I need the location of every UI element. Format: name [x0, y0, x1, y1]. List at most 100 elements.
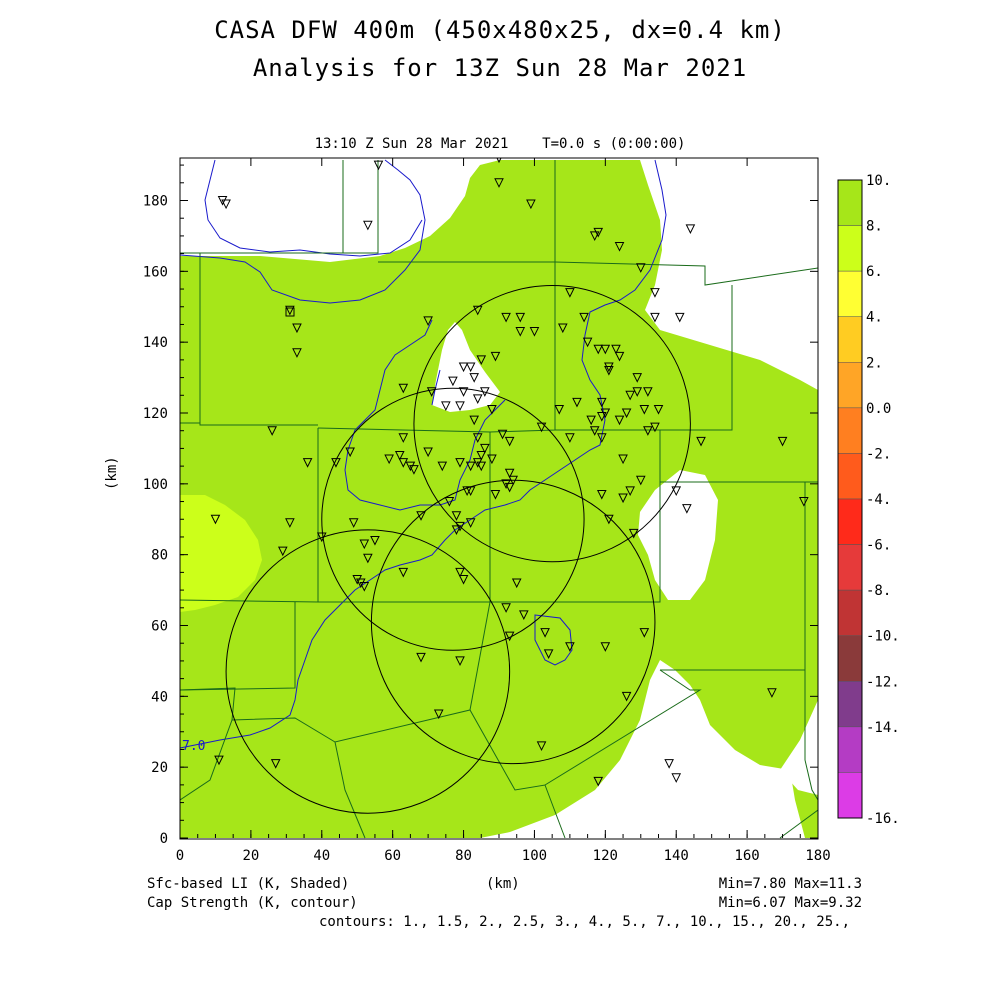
radar-ring-3 — [370, 479, 656, 765]
station-marker — [632, 373, 643, 383]
station-marker — [639, 628, 650, 638]
station-marker — [487, 454, 497, 465]
station-marker — [472, 433, 483, 443]
y-axis-label: (km) — [104, 456, 120, 490]
site-square-marker — [285, 307, 295, 317]
radar-ring-1 — [413, 285, 691, 563]
station-marker — [653, 404, 664, 415]
station-marker — [650, 422, 660, 433]
station-marker — [480, 387, 490, 397]
colorbar-swatch — [837, 635, 863, 682]
station-marker — [515, 327, 526, 337]
station-marker — [302, 458, 313, 468]
y-tick-label: 160 — [143, 264, 168, 280]
station-marker — [267, 426, 277, 436]
y-tick-label: 60 — [151, 619, 168, 635]
radar-rings — [225, 285, 691, 814]
station-marker — [423, 316, 433, 327]
cap-contour-south-loop — [534, 614, 573, 666]
contour-label-7: 7.0 — [182, 739, 205, 754]
station-marker — [270, 759, 281, 769]
station-marker — [451, 525, 462, 535]
x-tick-label: 40 — [313, 848, 330, 864]
station-marker — [458, 387, 469, 397]
station-marker — [398, 433, 409, 443]
y-tick-label: 120 — [143, 406, 168, 422]
station-marker — [589, 426, 600, 436]
station-marker — [625, 486, 635, 497]
station-marker — [639, 404, 650, 415]
station-marker — [604, 366, 614, 376]
station-marker — [628, 528, 639, 539]
station-marker — [540, 628, 550, 638]
station-marker — [359, 539, 370, 550]
y-tick-label: 0 — [160, 831, 168, 847]
colorbar-label: -10. — [866, 629, 900, 645]
station-marker — [472, 305, 483, 316]
station-marker — [621, 408, 632, 419]
colorbar-swatch — [837, 407, 863, 454]
station-marker — [508, 475, 518, 486]
station-marker — [671, 773, 682, 783]
map-area: 7.0 — [180, 158, 818, 839]
station-marker — [586, 415, 596, 426]
colorbar-label: 6. — [866, 264, 883, 280]
cap-contour-north — [180, 159, 426, 304]
station-marker — [472, 394, 483, 404]
colorbar-swatch — [837, 772, 863, 819]
y-tick-label: 80 — [151, 548, 168, 564]
station-marker — [604, 514, 614, 525]
station-marker — [363, 220, 373, 231]
station-marker — [221, 199, 231, 210]
station-marker — [565, 642, 575, 652]
station-marker — [536, 422, 547, 433]
station-marker — [480, 443, 490, 454]
colorbar-swatch — [837, 225, 863, 272]
station-marker — [441, 401, 451, 412]
station-marker — [469, 373, 479, 383]
station-marker — [593, 344, 604, 355]
station-marker — [504, 436, 515, 447]
colorbar-frame — [837, 179, 863, 819]
colorbar-swatch — [837, 726, 863, 773]
station-marker — [650, 288, 660, 298]
colorbar-label: 0.0 — [866, 401, 891, 417]
x-tick-label: 180 — [805, 848, 830, 864]
station-marker — [625, 390, 635, 401]
contour-label: Cap Strength (K, contour) — [147, 895, 358, 911]
x-tick-label: 60 — [384, 848, 401, 864]
station-marker — [572, 397, 582, 408]
station-marker — [504, 482, 515, 493]
y-tick-label: 40 — [151, 689, 168, 705]
colorbar-label: -14. — [866, 720, 900, 736]
colorbar-label: -12. — [866, 674, 900, 690]
station-marker — [487, 404, 497, 415]
y-axis: 0 20 40 60 80 100 120 140 160 180 — [143, 164, 818, 847]
station-marker — [384, 454, 394, 465]
station-marker — [643, 426, 653, 436]
station-marker — [511, 578, 522, 589]
station-marker — [497, 429, 508, 440]
station-marker — [685, 224, 696, 234]
station-marker — [501, 479, 511, 489]
colorbar-swatch — [837, 270, 863, 317]
colorbar-label: -4. — [866, 492, 891, 508]
colorbar-swatch — [837, 589, 863, 636]
station-marker — [398, 458, 409, 468]
station-marker — [600, 344, 611, 355]
station-marker — [451, 511, 462, 521]
radar-ring-2 — [321, 387, 585, 651]
station-marker — [596, 489, 607, 500]
colorbar-swatch — [837, 544, 863, 591]
colorbar-swatch — [837, 681, 863, 728]
station-marker — [600, 642, 611, 652]
station-marker — [596, 412, 607, 422]
li-gap-east — [638, 470, 718, 600]
colorbar-swatch — [837, 362, 863, 409]
station-marker — [501, 603, 511, 613]
county-boundaries — [180, 160, 818, 839]
station-marker — [416, 652, 426, 663]
x-tick-label: 20 — [242, 848, 259, 864]
station-marker — [777, 436, 788, 447]
